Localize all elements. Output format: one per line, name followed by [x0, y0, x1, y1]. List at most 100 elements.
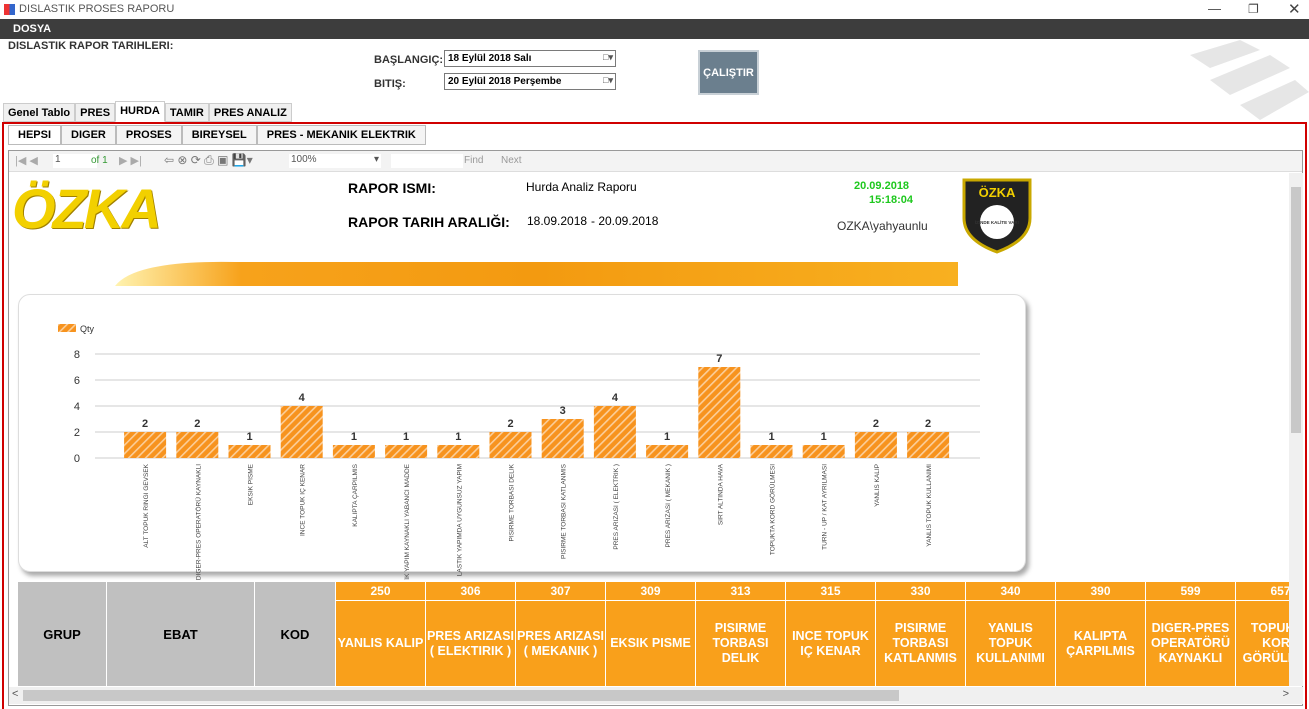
- column-code: 307: [516, 582, 605, 601]
- column-name: PRES ARIZASI ( MEKANIK ): [516, 628, 605, 658]
- title-bar: DISLASTIK PROSES RAPORU — ❐ ✕: [0, 0, 1309, 19]
- quality-badge: ÖZKA İZİNDE KALİTE VAR!: [962, 178, 1032, 254]
- header-label: DISLASTIK RAPOR TARIHLERI:: [8, 40, 174, 52]
- sub-tab[interactable]: PRES - MEKANIK ELEKTRIK: [256, 125, 426, 145]
- column-code: 306: [426, 582, 515, 601]
- bar: [907, 432, 950, 458]
- nav-buttons-next[interactable]: ▶ ▶|: [119, 155, 142, 167]
- zoom-value: 100%: [291, 154, 317, 165]
- nav-buttons[interactable]: |◀ ◀: [15, 155, 38, 167]
- zoom-select[interactable]: 100% ▾: [289, 154, 381, 168]
- end-date: 20 Eylül 2018 Perşembe: [448, 76, 562, 87]
- column: 330 PISIRME TORBASI KATLANMIS: [876, 582, 966, 686]
- window-title: DISLASTIK PROSES RAPORU: [19, 3, 175, 15]
- x-tick-label: YANLIS KALIP: [874, 464, 881, 507]
- x-tick-label: TOPUKTA KORD GÖRÜLMESI: [769, 464, 777, 555]
- column: 250 YANLIS KALIP: [336, 582, 426, 686]
- column-code: 309: [606, 582, 695, 601]
- data-label: 2: [925, 418, 931, 430]
- column: 309 EKSIK PISME: [606, 582, 696, 686]
- tool-icons[interactable]: ⇦ ⊗ ⟳ ⎙ ▣ 💾▾: [164, 153, 253, 167]
- bar: [385, 445, 428, 458]
- next-button[interactable]: Next: [501, 155, 522, 166]
- column-header: KOD: [255, 582, 336, 686]
- data-label: 2: [142, 418, 148, 430]
- tread-decoration: [1190, 40, 1309, 120]
- column-code: 330: [876, 582, 965, 601]
- y-tick-label: 6: [74, 375, 80, 387]
- bar: [124, 432, 167, 458]
- data-label: 2: [194, 418, 200, 430]
- company-logo: ÖZKA: [12, 177, 162, 240]
- sub-tab[interactable]: BIREYSEL: [181, 125, 257, 145]
- column-code: 250: [336, 582, 425, 601]
- sub-tab[interactable]: PROSES: [115, 125, 182, 145]
- y-tick-label: 2: [74, 427, 80, 439]
- x-tick-label: LASTIK YAPIM KAYNAKLI YABANCI MADDE: [404, 463, 411, 580]
- column-code: 390: [1056, 582, 1145, 601]
- x-tick-label: SIRT ALTINDA HAVA: [717, 463, 724, 525]
- menu-bar: DOSYA: [0, 19, 1309, 39]
- column-code: 315: [786, 582, 875, 601]
- data-label: 7: [716, 353, 722, 365]
- tab[interactable]: PRES ANALIZ: [208, 103, 292, 122]
- restore-button[interactable]: ❐: [1248, 2, 1259, 16]
- bar: [698, 367, 741, 458]
- x-tick-label: YANLIS TOPUK KULLANIMI: [926, 464, 933, 547]
- column-code: 340: [966, 582, 1055, 601]
- column-name: EKSIK PISME: [610, 636, 691, 650]
- bar: [176, 432, 219, 458]
- find-input[interactable]: [391, 154, 463, 168]
- column-name: YANLIS TOPUK KULLANIMI: [976, 621, 1045, 665]
- column-header: GRUP: [18, 582, 107, 686]
- tab[interactable]: HURDA: [115, 101, 165, 122]
- end-date-picker[interactable]: 20 Eylül 2018 Perşembe □▾: [444, 73, 616, 90]
- column-name: DIGER-PRES OPERATÖRÜ KAYNAKLI: [1151, 621, 1230, 665]
- data-label: 1: [246, 431, 252, 443]
- menu-item[interactable]: DOSYA: [13, 23, 52, 35]
- bar: [437, 445, 480, 458]
- run-button[interactable]: ÇALIŞTIR: [698, 50, 759, 95]
- badge-text: İZİNDE KALİTE VAR!: [975, 219, 1020, 225]
- minimize-button[interactable]: —: [1208, 1, 1221, 16]
- start-label: BAŞLANGIÇ:: [374, 54, 444, 66]
- h-scrollbar[interactable]: < >: [9, 687, 1303, 704]
- tab[interactable]: PRES: [75, 103, 116, 122]
- bar: [646, 445, 689, 458]
- column: 306 PRES ARIZASI ( ELEKTIRIK ): [426, 582, 516, 686]
- report-date: 20.09.2018: [854, 180, 910, 192]
- main-tabs: Genel Tablo PRES HURDA TAMIR PRES ANALIZ: [3, 101, 292, 122]
- data-label: 1: [664, 431, 670, 443]
- report-name-label: RAPOR ISMI:: [348, 180, 436, 196]
- v-scrollbar[interactable]: [1289, 173, 1303, 686]
- tab[interactable]: Genel Tablo: [3, 103, 76, 122]
- report-user: OZKA\yahyaunlu: [837, 219, 928, 233]
- bar: [228, 445, 271, 458]
- page-input[interactable]: 1: [53, 154, 97, 168]
- column-name: PRES ARIZASI ( ELEKTIRIK ): [426, 628, 515, 658]
- end-label: BITIŞ:: [374, 78, 406, 90]
- sub-tab[interactable]: DIGER: [61, 125, 116, 145]
- bar: [489, 432, 532, 458]
- bar: [332, 445, 375, 458]
- column: 657 TOPUKTA KORD GÖRÜLMESI: [1236, 582, 1289, 686]
- close-button[interactable]: ✕: [1288, 1, 1301, 18]
- data-label: 4: [612, 392, 619, 404]
- x-tick-label: PISIRME TORBASI DELIK: [509, 463, 516, 541]
- x-tick-label: PISIRME TORBASI KATLANMIS: [561, 463, 568, 559]
- sub-tab[interactable]: HEPSI: [8, 125, 62, 145]
- start-date-picker[interactable]: 18 Eylül 2018 Salı □▾: [444, 50, 616, 67]
- column: 390 KALIPTA ÇARPILMIS: [1056, 582, 1146, 686]
- x-tick-label: PRES ARIZASI ( ELEKTRIK ): [613, 464, 620, 550]
- report-banner: [115, 261, 958, 286]
- column: 313 PISIRME TORBASI DELIK: [696, 582, 786, 686]
- column: 599 DIGER-PRES OPERATÖRÜ KAYNAKLI: [1146, 582, 1236, 686]
- range-end: - 20.09.2018: [591, 214, 659, 228]
- y-tick-label: 4: [74, 401, 80, 413]
- find-button[interactable]: Find: [464, 155, 484, 166]
- column-name: YANLIS KALIP: [337, 636, 424, 650]
- tab[interactable]: TAMIR: [164, 103, 209, 122]
- bar: [750, 445, 793, 458]
- data-label: 1: [455, 431, 461, 443]
